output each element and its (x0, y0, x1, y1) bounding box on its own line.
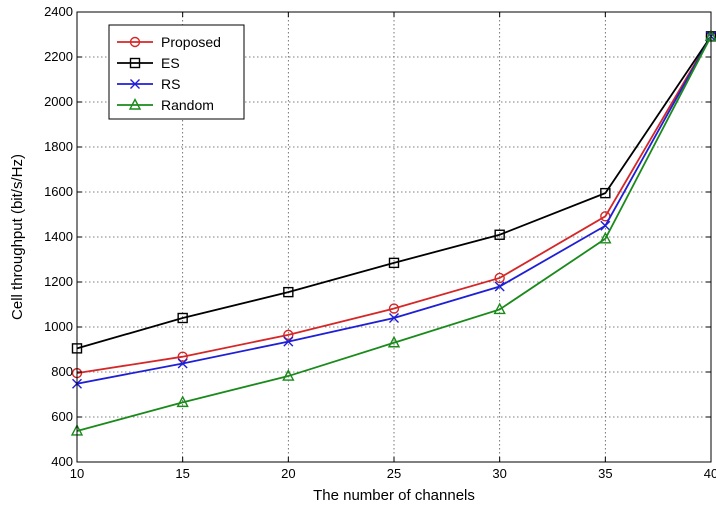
y-axis-label: Cell throughput (bit/s/Hz) (9, 154, 26, 320)
data-point (600, 220, 611, 231)
data-point (177, 312, 188, 324)
y-tick-label: 2200 (44, 49, 73, 64)
data-point (388, 303, 400, 314)
x-tick-label: 25 (387, 466, 401, 481)
data-point (493, 302, 506, 315)
x-tick-label: 20 (281, 466, 295, 481)
legend-item-random: Random (117, 97, 214, 113)
series-rs (72, 31, 716, 389)
y-axis-ticks: 400 600 800 1000 1200 1400 1600 1800 2000 2200 240… (44, 4, 711, 469)
data-point (494, 229, 505, 240)
y-tick-label: 800 (51, 364, 73, 379)
data-point (176, 395, 189, 408)
series-line (76, 35, 712, 432)
legend-marker (128, 97, 142, 110)
x-tick-label: 15 (175, 466, 189, 481)
data-point (388, 257, 400, 269)
y-tick-label: 2400 (44, 4, 73, 19)
data-point (177, 351, 188, 362)
series-line (76, 35, 712, 350)
legend-marker (129, 57, 141, 69)
legend-label: RS (161, 76, 180, 92)
data-point (387, 335, 401, 348)
x-tick-label: 30 (492, 466, 506, 481)
data-point (282, 369, 295, 381)
legend-item-proposed: Proposed (117, 34, 221, 50)
data-point (283, 329, 294, 341)
series-line (76, 35, 712, 375)
x-tick-label: 40 (704, 466, 716, 481)
y-tick-label: 1200 (44, 274, 73, 289)
legend: Proposed ES RS Random (108, 24, 245, 120)
data-point (494, 281, 505, 292)
y-tick-label: 1800 (44, 139, 73, 154)
data-point (283, 286, 294, 298)
data-point (389, 313, 399, 323)
legend-marker (129, 36, 141, 48)
y-tick-label: 1400 (44, 229, 73, 244)
series-layer (70, 29, 716, 436)
legend-label: Random (161, 97, 214, 113)
x-tick-label: 35 (598, 466, 612, 481)
legend-label: ES (161, 55, 180, 71)
data-point (600, 187, 611, 199)
data-point (283, 336, 294, 347)
y-tick-label: 600 (51, 409, 73, 424)
y-tick-label: 2000 (44, 94, 73, 109)
data-point (177, 358, 188, 369)
legend-item-rs: RS (117, 76, 180, 92)
y-tick-label: 1600 (44, 184, 73, 199)
x-axis-label: The number of channels (313, 487, 475, 504)
legend-item-es: ES (117, 55, 180, 71)
x-axis-ticks: 10 15 20 25 30 35 40 (70, 12, 716, 481)
data-point (599, 231, 612, 244)
legend-marker (130, 79, 140, 89)
legend-label: Proposed (161, 34, 221, 50)
y-tick-label: 400 (51, 454, 73, 469)
legend-box (108, 24, 245, 120)
data-point (494, 272, 505, 284)
y-tick-label: 1000 (44, 319, 73, 334)
x-tick-label: 10 (70, 466, 84, 481)
